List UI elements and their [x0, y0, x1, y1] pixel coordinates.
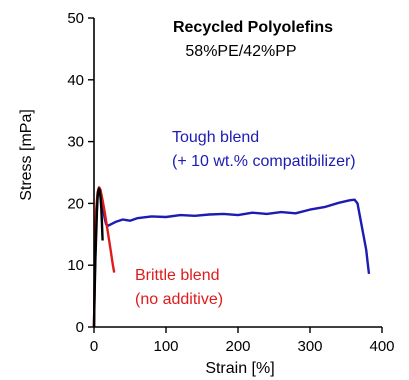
tick-layer: 0 10 20 30 40 50 0 100 200 300 400 — [67, 10, 394, 355]
y-tick-label: 20 — [67, 195, 84, 212]
tough-blend-note: (+ 10 wt.% compatibilizer) — [172, 153, 356, 170]
brittle-blend-note: (no additive) — [135, 291, 223, 308]
y-tick-label: 10 — [67, 257, 84, 274]
x-axis-title: Strain [%] — [205, 360, 274, 377]
x-tick-label: 200 — [225, 338, 250, 355]
x-tick-label: 300 — [297, 338, 322, 355]
x-tick-label: 0 — [90, 338, 98, 355]
initial-loading-curve — [92, 187, 104, 328]
x-tick-label: 400 — [369, 338, 394, 355]
y-tick-label: 30 — [67, 134, 84, 151]
y-tick-label: 0 — [76, 319, 84, 336]
chart-subtitle: 58%PE/42%PP — [185, 43, 296, 60]
y-axis-title: Stress [mPa] — [18, 109, 35, 201]
y-tick-label: 40 — [67, 72, 84, 89]
tough-blend-label: Tough blend — [172, 129, 259, 146]
brittle-blend-label: Brittle blend — [135, 267, 220, 284]
x-tick-label: 100 — [153, 338, 178, 355]
y-tick-label: 50 — [67, 10, 84, 27]
series-layer — [92, 186, 371, 328]
chart-title: Recycled Polyolefins — [173, 19, 333, 36]
